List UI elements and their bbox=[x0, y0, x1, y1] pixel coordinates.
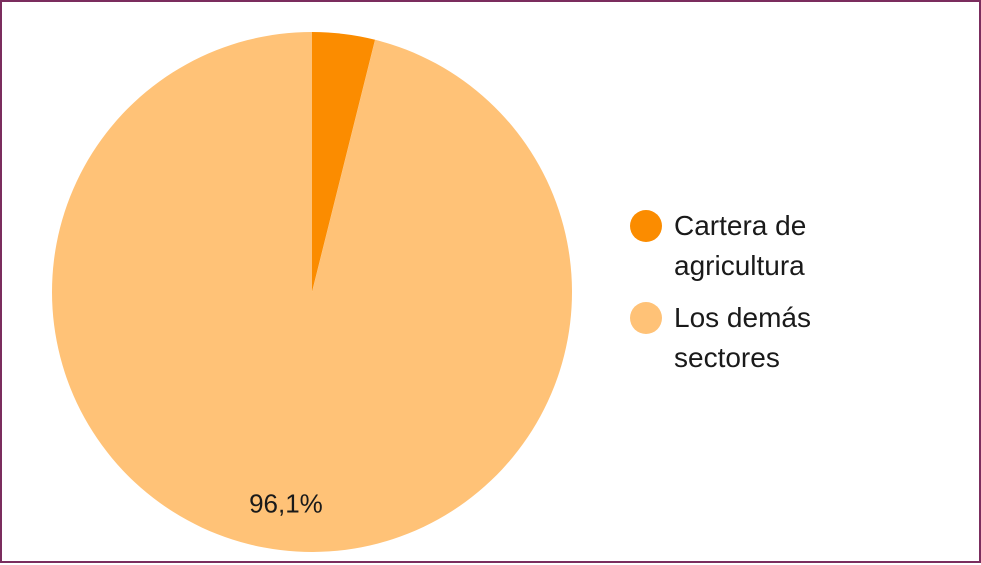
legend-swatch-agricultura bbox=[630, 210, 662, 242]
legend-item-agricultura: Cartera de agricultura bbox=[630, 206, 950, 286]
legend-label-agricultura: Cartera de agricultura bbox=[674, 210, 807, 281]
legend: Cartera de agricultura Los demás sectore… bbox=[630, 206, 950, 390]
legend-swatch-demas-sectores bbox=[630, 302, 662, 334]
legend-item-demas-sectores: Los demás sectores bbox=[630, 298, 950, 378]
legend-label-demas-sectores: Los demás sectores bbox=[674, 302, 811, 373]
pie-slice-agricultura bbox=[312, 32, 376, 292]
slice-label-demas-sectores: 96,1% bbox=[249, 489, 323, 519]
pie-slice-demas-sectores bbox=[51, 32, 572, 552]
